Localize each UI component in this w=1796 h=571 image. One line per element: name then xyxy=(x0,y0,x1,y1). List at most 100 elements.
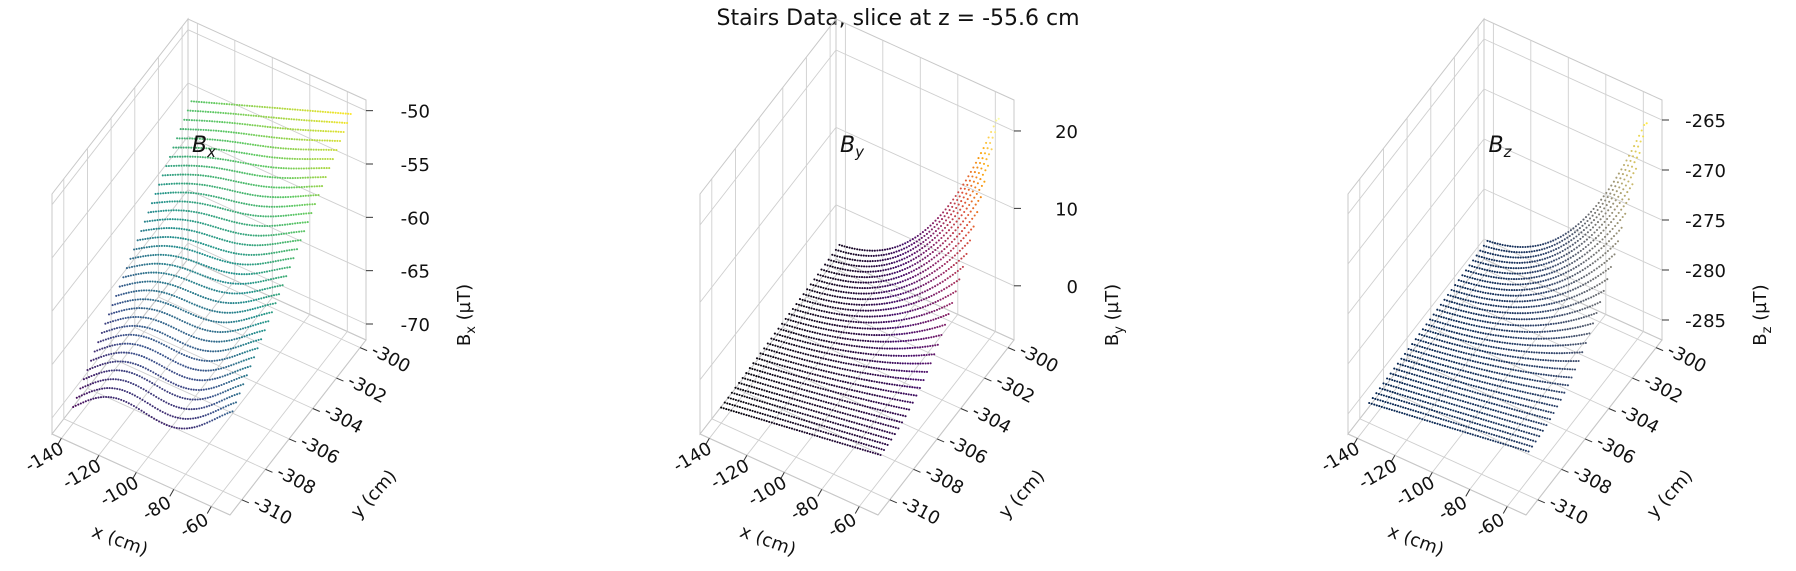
data-point xyxy=(884,389,888,392)
data-point xyxy=(878,347,881,350)
data-point xyxy=(1562,234,1565,237)
data-point xyxy=(264,261,267,265)
data-point xyxy=(116,360,119,363)
data-point xyxy=(956,252,959,255)
data-point xyxy=(211,185,214,188)
data-point xyxy=(281,223,284,227)
data-point xyxy=(790,343,793,346)
data-point xyxy=(266,243,269,246)
data-point xyxy=(824,388,827,391)
data-point xyxy=(158,386,161,389)
data-point xyxy=(84,385,87,388)
data-point xyxy=(268,155,271,159)
data-point xyxy=(928,260,931,263)
data-point xyxy=(233,150,236,153)
data-point xyxy=(177,406,181,409)
data-point xyxy=(834,360,838,363)
data-point xyxy=(867,366,870,369)
data-point xyxy=(136,239,139,242)
data-point xyxy=(883,263,886,267)
data-point xyxy=(846,297,849,300)
data-point xyxy=(861,298,864,301)
data-point xyxy=(1542,243,1545,246)
data-point xyxy=(252,356,256,359)
data-point xyxy=(201,202,204,205)
data-point xyxy=(96,349,99,352)
data-point xyxy=(227,199,230,202)
data-point xyxy=(1523,261,1526,264)
data-point xyxy=(142,335,145,338)
data-point xyxy=(765,420,768,423)
data-point xyxy=(331,111,335,114)
data-point xyxy=(196,155,199,158)
data-point xyxy=(147,317,150,320)
data-point xyxy=(1625,174,1628,177)
data-point xyxy=(113,327,116,330)
data-point xyxy=(221,121,224,124)
data-point xyxy=(898,249,901,252)
data-point xyxy=(809,396,813,399)
data-point xyxy=(802,293,805,296)
data-point xyxy=(1514,283,1517,286)
data-point xyxy=(835,260,838,263)
data-point xyxy=(812,313,815,316)
data-point xyxy=(123,342,127,345)
data-point xyxy=(251,173,254,176)
data-point xyxy=(114,319,117,322)
data-point xyxy=(128,371,131,374)
data-point xyxy=(899,340,902,343)
data-point xyxy=(232,131,235,134)
data-point xyxy=(799,393,802,397)
data-point xyxy=(763,401,766,404)
data-point xyxy=(90,390,93,393)
data-point xyxy=(224,260,227,263)
data-point xyxy=(1599,218,1602,221)
data-point xyxy=(266,155,269,158)
data-point xyxy=(1500,277,1503,280)
data-point xyxy=(201,156,204,159)
data-point xyxy=(878,428,881,431)
data-point xyxy=(1493,259,1496,262)
data-point xyxy=(154,299,157,302)
data-point xyxy=(159,192,162,195)
data-point xyxy=(211,395,214,398)
data-point xyxy=(861,404,864,407)
data-point xyxy=(264,243,267,246)
data-point xyxy=(275,205,279,208)
data-point xyxy=(1623,178,1626,181)
data-point xyxy=(324,157,327,161)
data-point xyxy=(312,129,315,132)
data-point xyxy=(1489,252,1492,255)
data-point xyxy=(946,237,949,240)
data-point xyxy=(273,136,276,139)
data-point xyxy=(838,417,841,420)
data-point xyxy=(1584,245,1587,249)
data-point xyxy=(890,278,893,281)
data-point xyxy=(844,296,847,299)
grid-y xyxy=(1430,87,1609,409)
data-point xyxy=(819,274,822,277)
data-point xyxy=(168,369,171,372)
data-point xyxy=(124,316,127,320)
data-point xyxy=(315,148,318,151)
data-point xyxy=(802,334,805,337)
data-point xyxy=(1514,256,1517,259)
data-point xyxy=(763,419,766,422)
data-point xyxy=(964,179,967,182)
data-point xyxy=(775,368,778,371)
data-point xyxy=(771,415,774,418)
data-point xyxy=(968,239,972,242)
data-point xyxy=(780,340,783,343)
data-point xyxy=(135,406,138,409)
data-point xyxy=(1576,229,1579,232)
data-point xyxy=(856,270,860,273)
data-point xyxy=(748,367,751,370)
data-point xyxy=(865,292,868,295)
data-point xyxy=(940,306,944,309)
data-point xyxy=(750,403,753,406)
data-point xyxy=(293,248,296,251)
data-point xyxy=(760,376,763,379)
data-point xyxy=(972,180,975,183)
data-point xyxy=(181,417,185,420)
data-point xyxy=(937,334,940,337)
